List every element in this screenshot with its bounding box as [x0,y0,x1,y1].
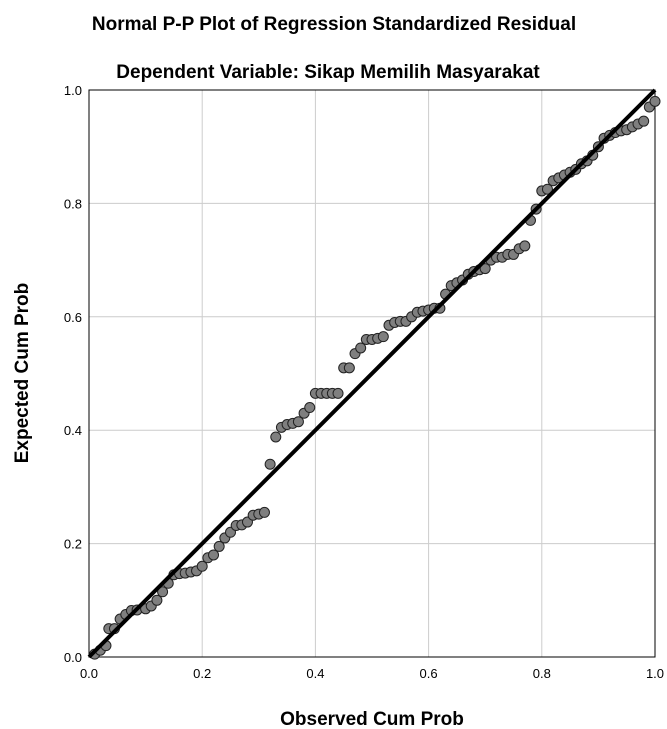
y-tick-label: 0.6 [64,310,82,325]
x-tick-label: 0.4 [306,666,324,681]
x-tick-label: 0.8 [533,666,551,681]
data-point [649,95,661,107]
data-point [151,594,163,606]
data-point [479,263,491,275]
axis-ticks: 0.0 0.2 0.4 0.6 0.8 1.0 0.0 0.2 0.4 0.6 0.8 1.0 [64,83,664,681]
y-tick-label: 0.4 [64,423,82,438]
data-point [157,586,169,598]
data-point [541,183,553,195]
data-point [519,240,531,252]
y-tick-label: 0.2 [64,537,82,552]
x-tick-label: 1.0 [646,666,664,681]
reference-line [87,88,657,659]
data-point [343,362,355,374]
data-point [264,458,276,470]
x-axis-label: Observed Cum Prob [280,709,464,729]
grid-lines [89,90,655,657]
data-points [89,95,661,660]
y-tick-label: 1.0 [64,83,82,98]
plot-frame [88,89,656,658]
data-point [355,342,367,354]
chart-subtitle: Dependent Variable: Sikap Memilih Masyar… [116,62,540,83]
data-point [270,431,282,443]
data-point [292,416,304,428]
x-tick-label: 0.0 [80,666,98,681]
data-point [213,540,225,552]
y-axis-label: Expected Cum Prob [12,283,33,464]
y-tick-label: 0.0 [64,650,82,665]
data-point [208,549,220,561]
data-point [258,506,270,518]
x-tick-label: 0.2 [193,666,211,681]
data-point [332,387,344,399]
data-point [304,402,316,414]
y-tick-label: 0.8 [64,196,82,211]
data-point [638,115,650,127]
data-point [196,560,208,572]
chart-title: Normal P-P Plot of Regression Standardiz… [92,14,576,35]
x-tick-label: 0.6 [420,666,438,681]
data-point [377,331,389,343]
